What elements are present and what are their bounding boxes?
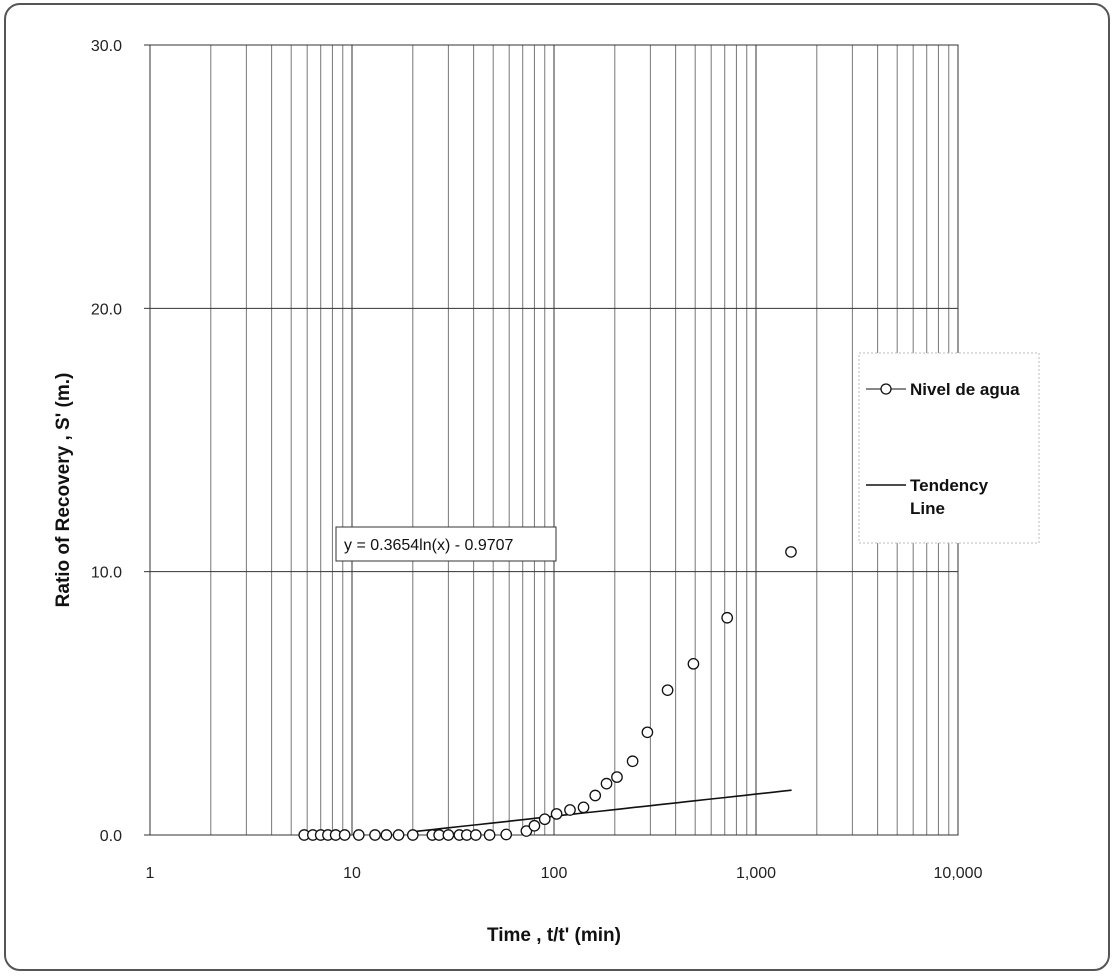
data-point — [338, 829, 351, 841]
equation-label: y = 0.3654ln(x) - 0.9707 — [344, 537, 514, 554]
y-tick-label: 10.0 — [91, 565, 122, 582]
data-point — [483, 829, 496, 841]
legend-label-tendency: Tendency Line — [910, 476, 993, 518]
x-tick-label: 100 — [541, 865, 568, 882]
y-axis-title: Ratio of Recovery , S' (m.) — [53, 373, 74, 608]
equation-box-border — [335, 526, 557, 562]
y-axis-ticks: 0.0 10.0 20.0 30.0 — [91, 38, 150, 845]
data-point — [500, 828, 513, 841]
data-point — [380, 829, 393, 841]
legend-marker-circle-nivel — [880, 383, 892, 395]
data-point — [406, 829, 419, 841]
x-tick-label: 1,000 — [736, 865, 776, 882]
data-point — [442, 829, 455, 841]
y-tick-label: 30.0 — [91, 38, 122, 55]
data-point — [785, 546, 797, 558]
data-point — [369, 829, 381, 841]
data-point — [687, 657, 700, 670]
tendency-line — [412, 789, 792, 833]
legend-label-tendency-line1: Tendency — [910, 476, 989, 495]
data-point — [564, 804, 576, 816]
x-tick-label: 1 — [146, 865, 155, 882]
trend-line-group — [412, 789, 792, 833]
legend-label-tendency-line2: Line — [910, 499, 945, 518]
grid — [149, 44, 958, 836]
data-point — [600, 777, 613, 790]
data-points — [298, 546, 797, 841]
data-point — [352, 829, 365, 841]
x-axis-title: Time , t/t' (min) — [487, 925, 621, 946]
equation-box: y = 0.3654ln(x) - 0.9707 — [335, 526, 557, 562]
data-point — [661, 684, 674, 697]
data-point — [611, 771, 623, 783]
y-tick-label: 0.0 — [100, 828, 122, 845]
data-point — [721, 611, 734, 624]
data-point — [528, 819, 541, 832]
x-tick-label: 10,000 — [934, 865, 983, 882]
legend: Nivel de agua Tendency Line — [858, 352, 1040, 544]
data-point — [589, 789, 602, 802]
data-point — [538, 813, 551, 826]
x-axis-ticks: 1 10 100 1,000 10,000 — [146, 865, 983, 882]
legend-label-nivel: Nivel de agua — [910, 380, 1020, 399]
data-point — [641, 726, 654, 739]
x-tick-label: 10 — [343, 865, 361, 882]
y-tick-label: 20.0 — [91, 301, 122, 318]
data-point — [392, 829, 405, 841]
data-point — [577, 801, 590, 814]
data-point — [469, 829, 482, 841]
data-point — [626, 755, 639, 768]
data-point — [550, 808, 563, 820]
data-point — [520, 825, 533, 837]
